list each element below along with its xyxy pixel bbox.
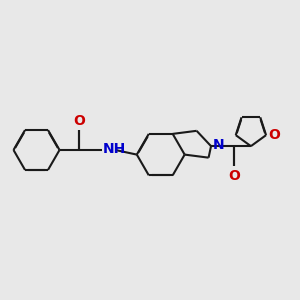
Text: O: O	[268, 128, 280, 142]
Text: NH: NH	[103, 142, 126, 156]
Text: O: O	[228, 169, 240, 182]
Text: N: N	[212, 138, 224, 152]
Text: O: O	[74, 114, 86, 128]
